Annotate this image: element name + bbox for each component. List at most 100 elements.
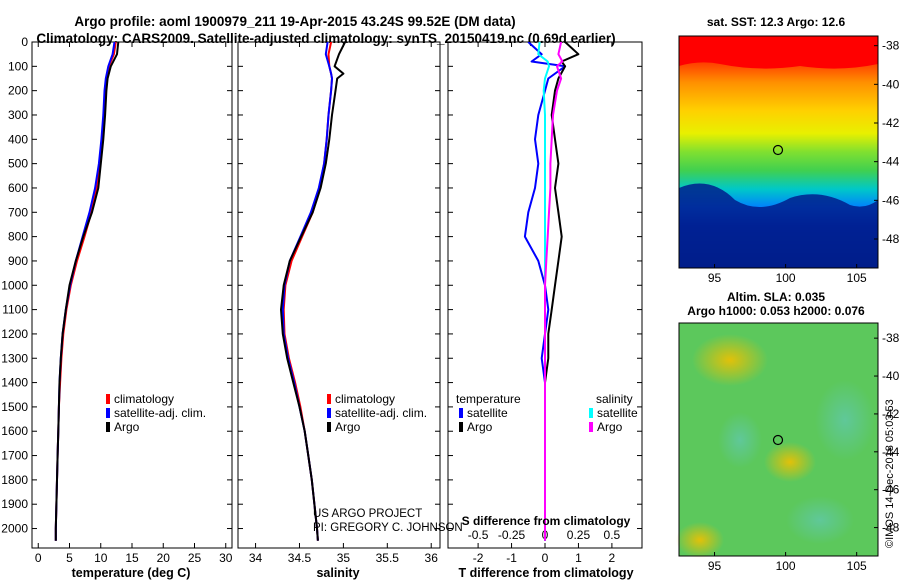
y-tick-label: 1900: [1, 497, 28, 511]
sla-map-title-line-1: Altim. SLA: 0.035: [727, 290, 825, 304]
s-tick-label: -0.5: [468, 528, 489, 542]
series-line-temperature-argo: [544, 42, 580, 541]
y-tick-label: 500: [8, 157, 28, 171]
series-line-satellite-adj-clim-: [281, 42, 333, 541]
sst-cold-water: [679, 183, 878, 268]
legend-swatch-s-satellite: [589, 408, 593, 418]
difference-axis-ticks: -2 -1 0 1 2-0.5 -0.25 0 0.25 0.5: [448, 41, 642, 565]
temperature-legend: climatology satellite-adj. clim. Argo: [106, 392, 206, 434]
temperature-axis-ticks: 0100200300400500600700800900100011001200…: [1, 35, 232, 565]
x-tick-label: 36: [425, 551, 439, 565]
map-y-tick-label: -38: [882, 39, 900, 53]
map-y-tick-label: -40: [882, 369, 900, 383]
x-tick-label: 0: [35, 551, 42, 565]
x-tick-label: 15: [125, 551, 139, 565]
y-tick-label: 600: [8, 181, 28, 195]
legend-swatch-satellite: [327, 408, 331, 418]
legend-label-satellite-adj: satellite-adj. clim.: [114, 406, 206, 420]
x-tick-label: 20: [157, 551, 171, 565]
series-line-salinity-satellite: [537, 42, 550, 541]
sla-high-anomaly: [676, 522, 724, 558]
s-tick-label: -0.25: [498, 528, 526, 542]
map-y-tick-label: -44: [882, 155, 900, 169]
series-line-climatology: [282, 42, 333, 541]
y-tick-label: 1600: [1, 424, 28, 438]
y-tick-label: 1400: [1, 376, 28, 390]
series-line-argo: [54, 42, 120, 541]
y-tick-label: 400: [8, 132, 28, 146]
salinity-legend: climatology satellite-adj. clim. Argo: [327, 392, 427, 434]
series-line-salinity-argo: [544, 42, 564, 541]
legend-swatch-climatology: [106, 394, 110, 404]
x-tick-label: 5: [66, 551, 73, 565]
y-tick-label: 1100: [2, 303, 28, 317]
map-x-tick-label: 100: [776, 271, 796, 285]
map-y-tick-label: -40: [882, 77, 900, 91]
legend-label-s-satellite: satellite: [597, 406, 638, 420]
legend-heading-temperature: temperature: [456, 392, 521, 406]
s-difference-axis-label: S difference from climatology: [462, 514, 631, 528]
x-tick-label: -1: [506, 551, 517, 565]
sla-map-title-line-2: Argo h1000: 0.053 h2000: 0.076: [687, 304, 865, 318]
credit-imos: ©IMOS 14-Dec-2018 05:03:53: [884, 399, 896, 548]
temperature-curves: [54, 42, 120, 541]
t-difference-axis-label: T difference from climatology: [458, 566, 633, 580]
map-x-tick-label: 95: [708, 271, 722, 285]
sla-map-ticks: 95 100 105 -38 -40 -42 -44 -46 -48: [708, 331, 900, 573]
map-x-tick-label: 95: [708, 559, 722, 573]
salinity-axis-label: salinity: [316, 566, 359, 580]
y-tick-label: 1700: [1, 449, 28, 463]
sla-high-anomaly: [764, 442, 816, 482]
legend-label-satellite-adj: satellite-adj. clim.: [335, 406, 427, 420]
x-tick-label: 1: [575, 551, 582, 565]
legend-swatch-satellite: [106, 408, 110, 418]
legend-label-t-satellite: satellite: [467, 406, 508, 420]
map-y-tick-label: -48: [882, 521, 900, 535]
sst-map-title: sat. SST: 12.3 Argo: 12.6: [707, 15, 846, 29]
sla-low-anomaly: [815, 380, 875, 460]
legend-swatch-s-argo: [589, 422, 593, 432]
temperature-axis-label: temperature (deg C): [72, 566, 191, 580]
y-tick-label: 700: [8, 205, 28, 219]
legend-heading-salinity: salinity: [596, 392, 633, 406]
sst-map-ticks: 95 100 105 -38 -40 -42 -44 -46 -48: [708, 39, 900, 285]
y-tick-label: 1000: [1, 278, 28, 292]
x-tick-label: -2: [473, 551, 484, 565]
x-tick-label: 0: [542, 551, 549, 565]
legend-label-argo: Argo: [335, 420, 361, 434]
sst-map-frame: [678, 35, 879, 269]
credit-project: US ARGO PROJECT: [313, 508, 422, 520]
y-tick-label: 100: [8, 59, 28, 73]
x-tick-label: 35.5: [376, 551, 400, 565]
y-tick-label: 2000: [1, 522, 28, 536]
sst-float-location-marker: [772, 144, 784, 156]
y-tick-label: 0: [21, 35, 28, 49]
x-tick-label: 34: [249, 551, 263, 565]
sla-map-frame: [678, 322, 879, 557]
y-tick-label: 1300: [1, 351, 28, 365]
difference-curves: [523, 42, 580, 541]
legend-swatch-argo: [327, 422, 331, 432]
sla-low-anomaly: [786, 496, 854, 544]
legend-label-climatology: climatology: [114, 392, 174, 406]
difference-legend: temperature satellite Argo salinity sate…: [456, 392, 638, 434]
sla-high-anomaly: [692, 334, 768, 386]
y-tick-label: 200: [8, 84, 28, 98]
map-x-tick-label: 100: [776, 559, 796, 573]
y-tick-label: 900: [8, 254, 28, 268]
map-y-tick-label: -44: [882, 445, 900, 459]
map-y-tick-label: -38: [882, 331, 900, 345]
legend-label-t-argo: Argo: [467, 420, 493, 434]
legend-label-climatology: climatology: [335, 392, 395, 406]
s-tick-label: 0.25: [567, 528, 591, 542]
map-y-tick-label: -42: [882, 407, 900, 421]
map-y-tick-label: -48: [882, 232, 900, 246]
legend-label-argo: Argo: [114, 420, 140, 434]
sst-warm-water: [679, 36, 878, 69]
salinity-axis-ticks: 34 34.5 35 35.5 36: [238, 41, 440, 565]
salinity-curves: [280, 42, 346, 541]
x-tick-label: 30: [219, 551, 233, 565]
salinity-panel-frame: [237, 41, 441, 549]
legend-swatch-t-satellite: [459, 408, 463, 418]
